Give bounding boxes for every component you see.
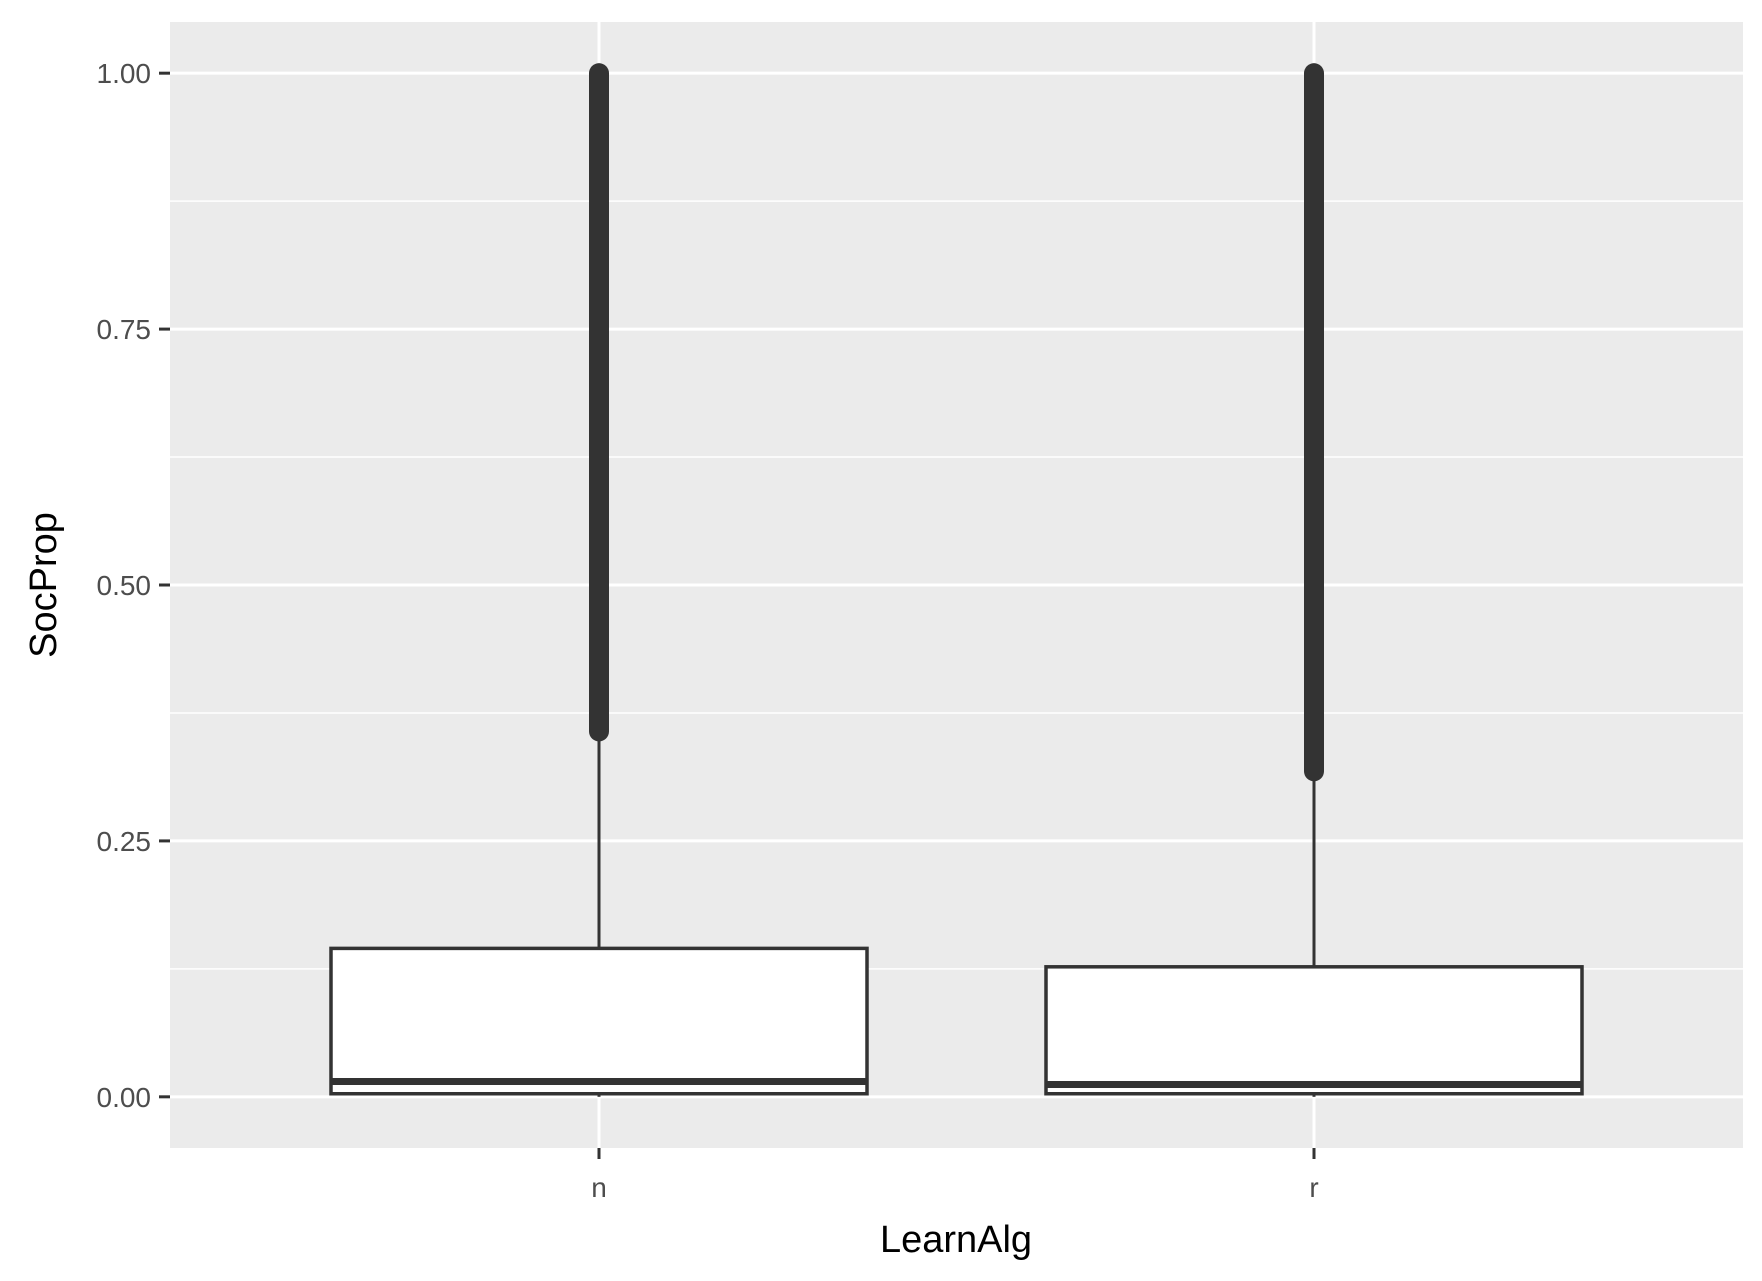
box-layer [329,63,1584,1097]
x-axis-title: LearnAlg [880,1219,1032,1261]
box-iqr [1044,965,1584,1096]
box-iqr [329,946,869,1096]
x-tick-label: n [591,1172,607,1203]
y-tick-label: 0.25 [97,826,152,857]
y-tick-label: 0.75 [97,314,152,345]
y-tick-label: 1.00 [97,58,152,89]
y-axis-title: SocProp [23,512,65,658]
box-r [1044,63,1584,1097]
y-tick-label: 0.50 [97,570,152,601]
axes: 0.00 0.25 0.50 0.75 1.00 n r [97,58,1319,1203]
x-tick-label: r [1309,1172,1318,1203]
y-tick-label: 0.00 [97,1082,152,1113]
box-n [329,63,869,1097]
